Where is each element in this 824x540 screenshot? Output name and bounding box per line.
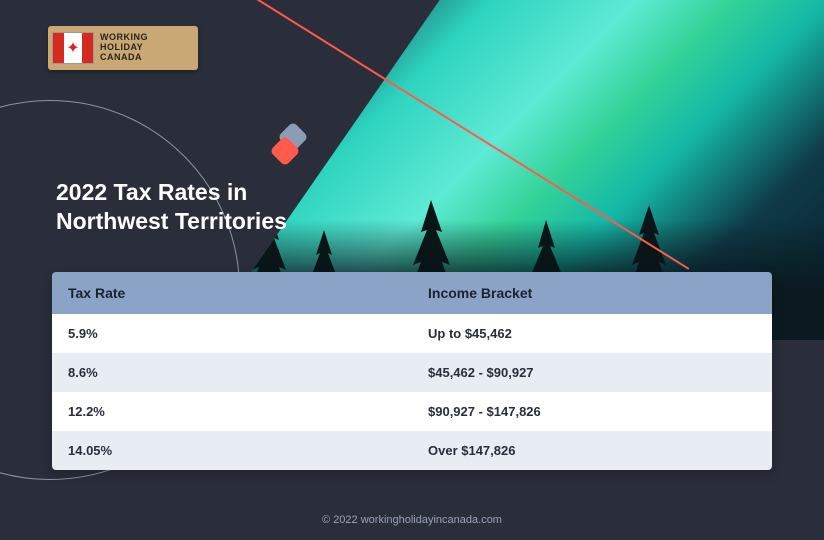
table-row: 5.9% Up to $45,462	[52, 314, 772, 353]
table-row: 8.6% $45,462 - $90,927	[52, 353, 772, 392]
table-row: 12.2% $90,927 - $147,826	[52, 392, 772, 431]
col-header-bracket: Income Bracket	[412, 272, 772, 314]
cell-rate: 5.9%	[52, 314, 412, 353]
table-header-row: Tax Rate Income Bracket	[52, 272, 772, 314]
canada-flag-icon: ✦	[52, 32, 94, 64]
cell-bracket: $90,927 - $147,826	[412, 392, 772, 431]
cell-bracket: Over $147,826	[412, 431, 772, 470]
cell-bracket: $45,462 - $90,927	[412, 353, 772, 392]
cell-rate: 8.6%	[52, 353, 412, 392]
page-title: 2022 Tax Rates in Northwest Territories	[56, 178, 287, 236]
logo-text: WORKING HOLIDAY CANADA	[100, 33, 148, 63]
col-header-rate: Tax Rate	[52, 272, 412, 314]
cell-rate: 12.2%	[52, 392, 412, 431]
logo-line3: CANADA	[100, 53, 148, 63]
footer-copyright: © 2022 workingholidayincanada.com	[0, 514, 824, 526]
table-row: 14.05% Over $147,826	[52, 431, 772, 470]
maple-leaf-icon: ✦	[66, 38, 79, 58]
title-line2: Northwest Territories	[56, 207, 287, 236]
tax-rates-table: Tax Rate Income Bracket 5.9% Up to $45,4…	[52, 272, 772, 470]
cell-rate: 14.05%	[52, 431, 412, 470]
cell-bracket: Up to $45,462	[412, 314, 772, 353]
title-line1: 2022 Tax Rates in	[56, 178, 287, 207]
brand-logo: ✦ WORKING HOLIDAY CANADA	[48, 26, 198, 70]
